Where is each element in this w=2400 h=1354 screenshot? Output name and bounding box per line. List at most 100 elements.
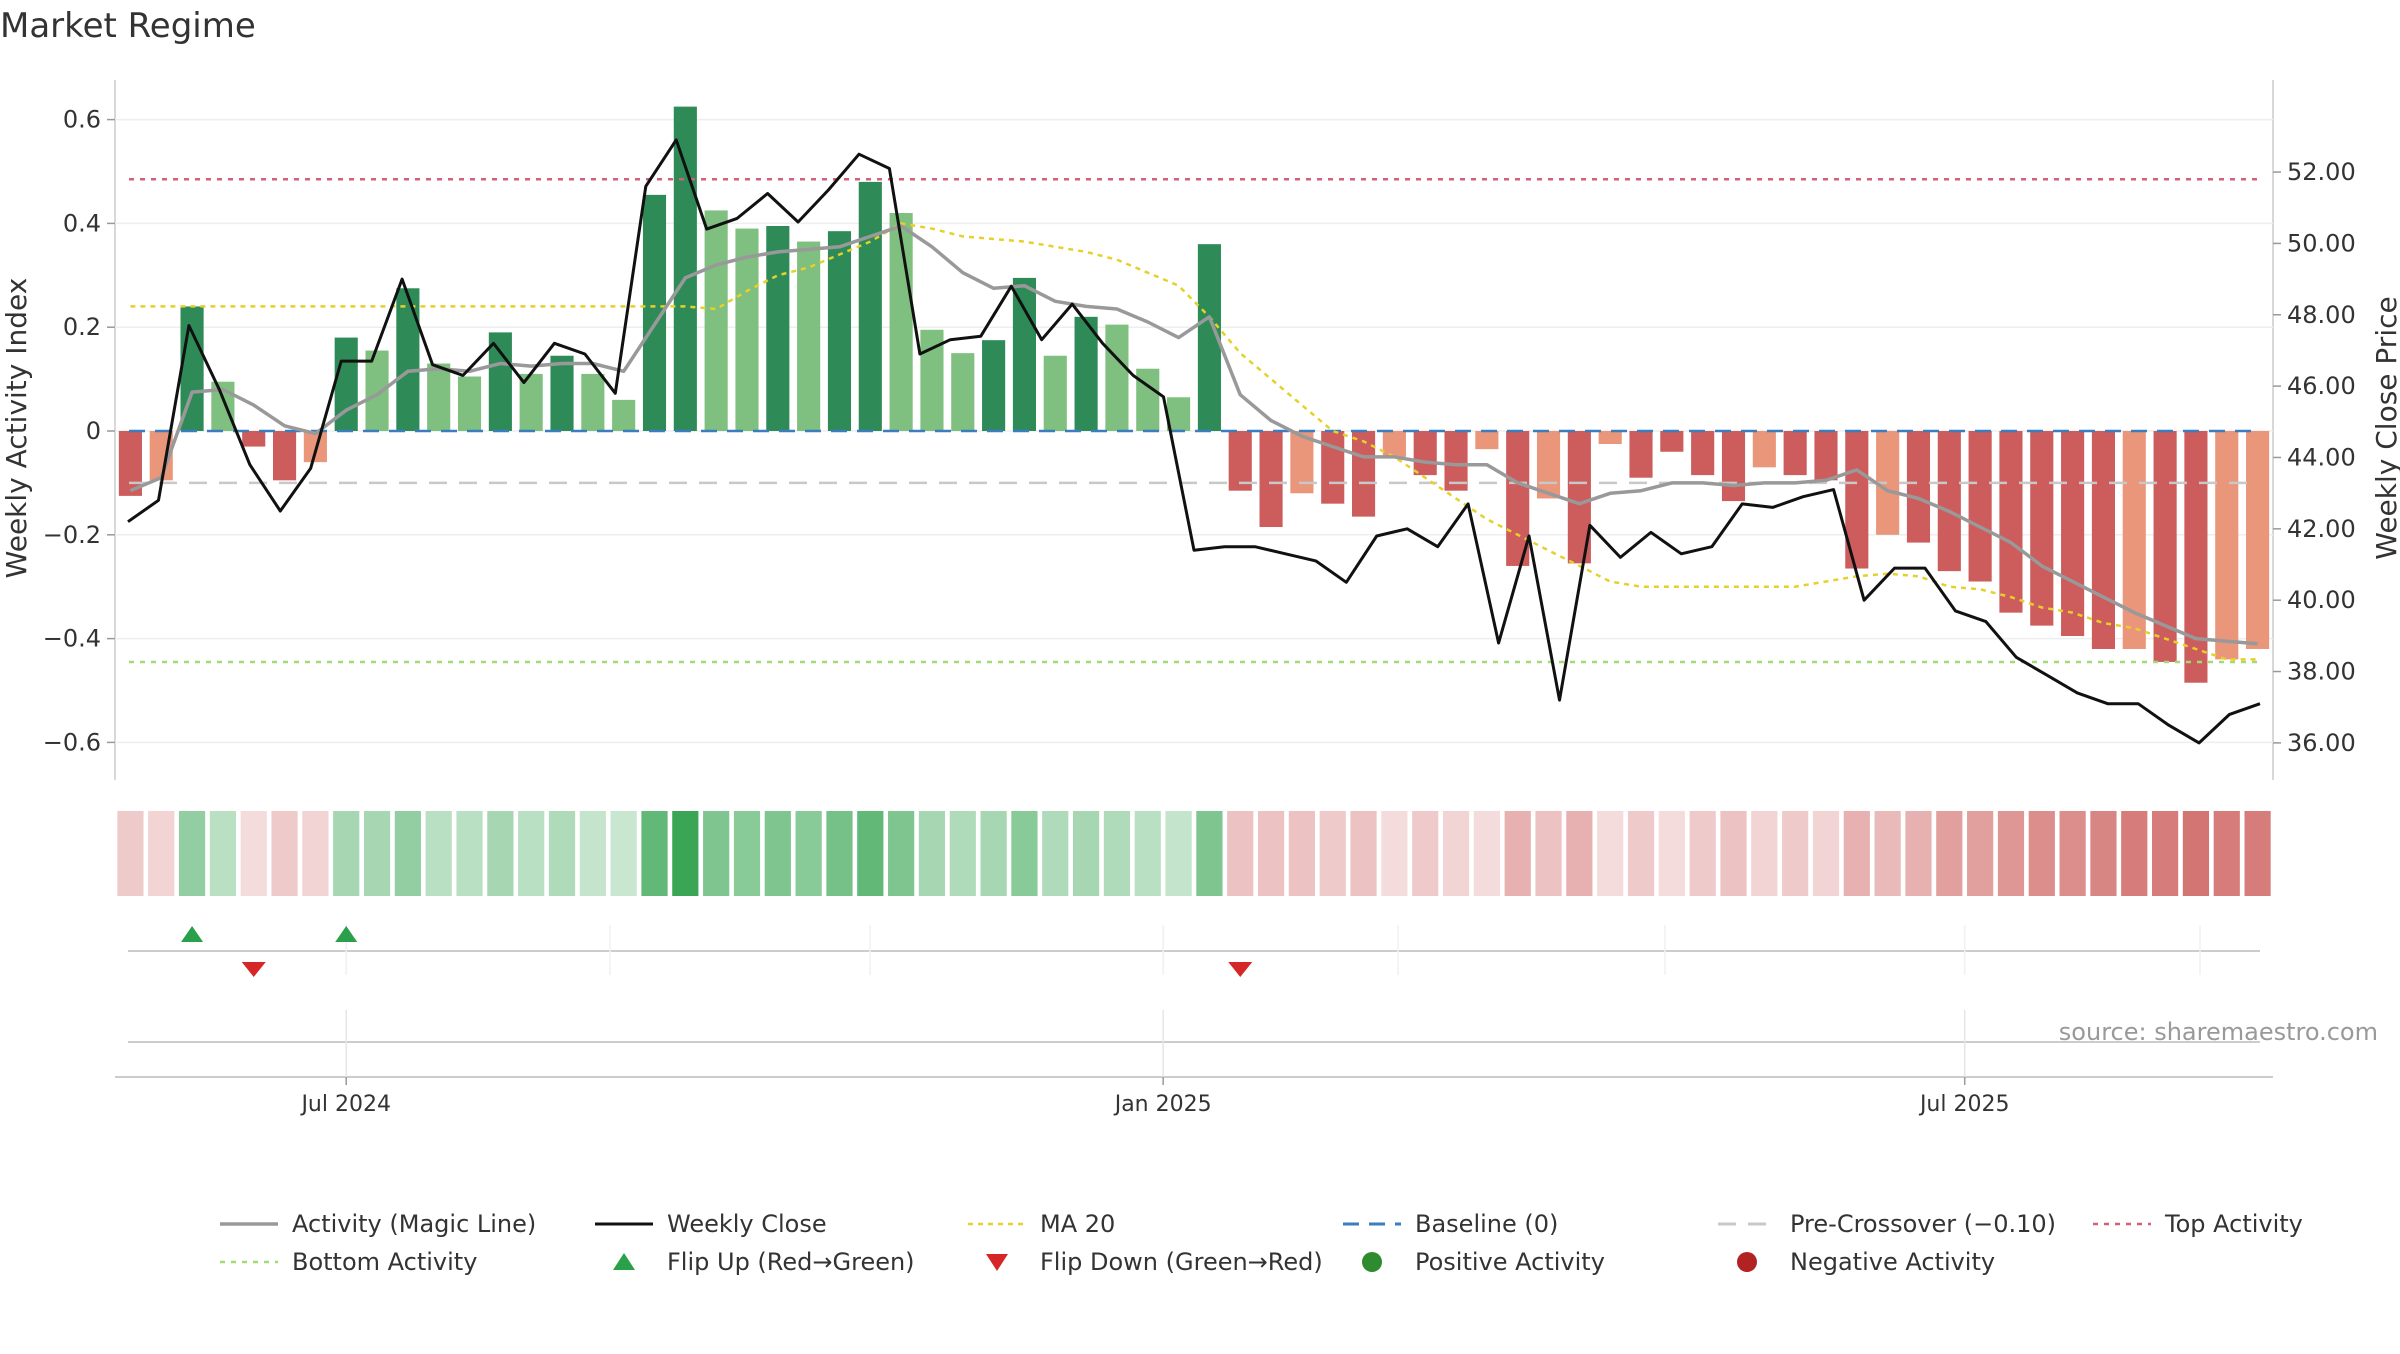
negative-activity-bar (1937, 431, 1961, 572)
regime-strip-cell (1227, 811, 1254, 896)
regime-strip-cell (148, 811, 175, 896)
main-panel: 0.6 0.4 0.2 0 −0.2 −0.4 −0.6 52.00 50.00 48.00 46.… (43, 80, 2356, 780)
regime-strip-cell (949, 811, 976, 896)
negative-activity-bar (1845, 431, 1869, 569)
regime-strip-cell (1103, 811, 1131, 896)
positive-activity-bar (1167, 397, 1191, 431)
positive-activity-bar (1136, 368, 1160, 431)
positive-activity-bar (982, 340, 1006, 431)
legend-item: Top Activity (2093, 1210, 2303, 1238)
positive-activity-bar (920, 329, 944, 431)
regime-strip-cell (1720, 811, 1747, 896)
positive-activity-bar (735, 228, 759, 431)
regime-strip-cell (1504, 811, 1531, 896)
regime-strip-cell (1257, 811, 1285, 896)
x-tick-label: Jan 2025 (1113, 1092, 1212, 1117)
regime-strip-cell (1751, 811, 1778, 896)
legend-item: Flip Up (Red→Green) (613, 1248, 915, 1276)
negative-activity-bar (1413, 431, 1437, 476)
y-left-tick-label: −0.6 (43, 728, 101, 756)
legend-item: Bottom Activity (220, 1248, 477, 1276)
flip-down-marker (241, 962, 266, 977)
positive-activity-bar (488, 332, 512, 431)
negative-activity-bar (1444, 431, 1468, 491)
regime-strip-cell (209, 811, 237, 896)
regime-strip-cell (487, 811, 514, 896)
negative-activity-bar (1783, 431, 1807, 476)
regime-strip-cell (518, 811, 545, 896)
positive-activity-bar (519, 373, 543, 431)
positive-activity-bar (365, 350, 389, 431)
legend-item: Pre-Crossover (−0.10) (1718, 1210, 2056, 1238)
regime-strip-cell (2059, 811, 2086, 896)
positive-activity-bar (704, 210, 728, 431)
y-left-tick-label: 0.6 (63, 106, 101, 134)
regime-strip-cell (271, 811, 298, 896)
y-right-tick-label: 42.00 (2287, 515, 2356, 543)
legend-label: Baseline (0) (1415, 1210, 1558, 1238)
positive-activity-bar (1105, 324, 1129, 431)
regime-strip-cell (1905, 811, 1932, 896)
negative-activity-bar (1999, 431, 2023, 613)
negative-activity-bar (1506, 431, 1530, 566)
regime-strip-cell (1874, 811, 1901, 896)
negative-activity-bar (2061, 431, 2085, 637)
regime-strip-cell (1442, 811, 1470, 896)
regime-strip-cell (2182, 811, 2210, 896)
regime-strip (117, 811, 2271, 896)
regime-strip-cell (1196, 811, 1223, 896)
negative-activity-bar (118, 431, 142, 496)
regime-strip-cell (548, 811, 576, 896)
negative-activity-bar (1968, 431, 1992, 582)
flip-up-marker (181, 926, 204, 942)
x-tick-label: Jul 2024 (299, 1092, 391, 1117)
regime-strip-cell (579, 811, 606, 896)
legend-label: MA 20 (1040, 1210, 1115, 1238)
positive-activity-bar (766, 225, 790, 431)
y-left-tick-label: −0.2 (43, 521, 101, 549)
y-right-tick-label: 44.00 (2287, 443, 2356, 471)
regime-strip-cell (1165, 811, 1192, 896)
negative-activity-bar (2153, 431, 2177, 662)
negative-activity-bar (242, 431, 266, 447)
legend-flip-up-icon (613, 1253, 635, 1270)
x-tick-label: Jul 2025 (1918, 1092, 2010, 1117)
y-left-tick-label: 0.4 (63, 209, 101, 237)
regime-strip-cell (1812, 811, 1840, 896)
regime-strip-cell (1936, 811, 1963, 896)
legend-item: Activity (Magic Line) (220, 1210, 536, 1238)
negative-activity-bar (272, 431, 297, 481)
regime-strip-cell (2090, 811, 2117, 896)
negative-activity-bar (2122, 431, 2146, 649)
regime-strip-cell (1042, 811, 1069, 896)
regime-strip-cell (456, 811, 483, 896)
flip-down-marker (1228, 962, 1253, 977)
regime-strip-cell (888, 811, 915, 896)
regime-strip-cell (1627, 811, 1655, 896)
positive-activity-bar (858, 181, 882, 431)
y-left-tick-label: 0 (86, 417, 101, 445)
positive-activity-bar (1043, 355, 1067, 431)
legend-label: Bottom Activity (292, 1248, 477, 1276)
y-right-tick-label: 46.00 (2287, 372, 2356, 400)
positive-activity-bar (581, 373, 605, 431)
negative-activity-bar (1876, 431, 1900, 535)
regime-strip-cell (610, 811, 637, 896)
negative-activity-bar (1567, 431, 1591, 564)
positive-activity-bar (396, 288, 420, 431)
regime-strip-cell (733, 811, 761, 896)
regime-strip-cell (857, 811, 884, 896)
negative-activity-bar (1290, 431, 1314, 494)
regime-strip-cell (333, 811, 360, 896)
magic-line (129, 224, 2258, 646)
positive-activity-bar (797, 241, 821, 431)
negative-activity-bar (1321, 431, 1345, 504)
regime-strip-cell (2028, 811, 2055, 896)
positive-activity-bar (550, 355, 574, 431)
legend-item: Baseline (0) (1343, 1210, 1558, 1238)
positive-activity-bar (673, 106, 697, 431)
negative-activity-bar (1351, 431, 1376, 517)
y-right-tick-label: 50.00 (2287, 229, 2356, 257)
regime-strip-cell (1535, 811, 1562, 896)
regime-strip-cell (641, 811, 668, 896)
